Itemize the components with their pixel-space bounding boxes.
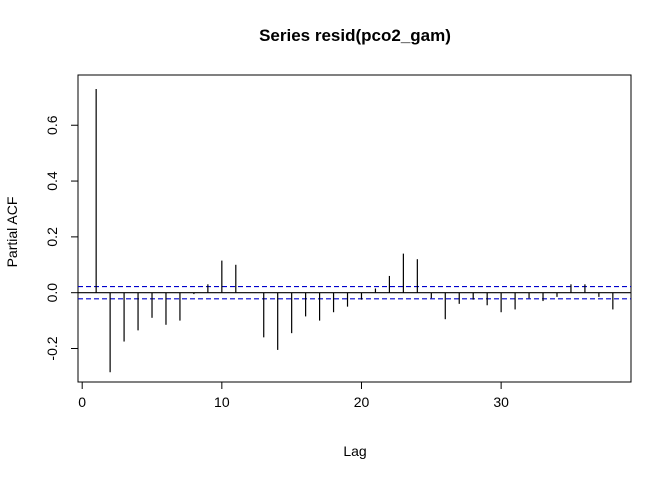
y-tick-label: 0.6 [44, 115, 60, 135]
plot-frame [77, 74, 632, 383]
y-tick-label: 0.4 [44, 171, 60, 191]
x-tick-label: 30 [493, 394, 509, 410]
y-tick-label: -0.2 [44, 336, 60, 360]
chart-title: Series resid(pco2_gam) [259, 26, 451, 45]
x-tick-label: 10 [214, 394, 230, 410]
plot-area: 0 10 20 30 -0.2 0.0 0.2 0.4 0.6 [44, 88, 631, 410]
x-axis-label: Lag [343, 443, 366, 459]
x-tick-label: 0 [78, 394, 86, 410]
x-tick-label: 20 [354, 394, 370, 410]
y-axis-label: Partial ACF [4, 197, 20, 268]
y-tick-label: 0.0 [44, 283, 60, 303]
y-tick-label: 0.2 [44, 227, 60, 247]
